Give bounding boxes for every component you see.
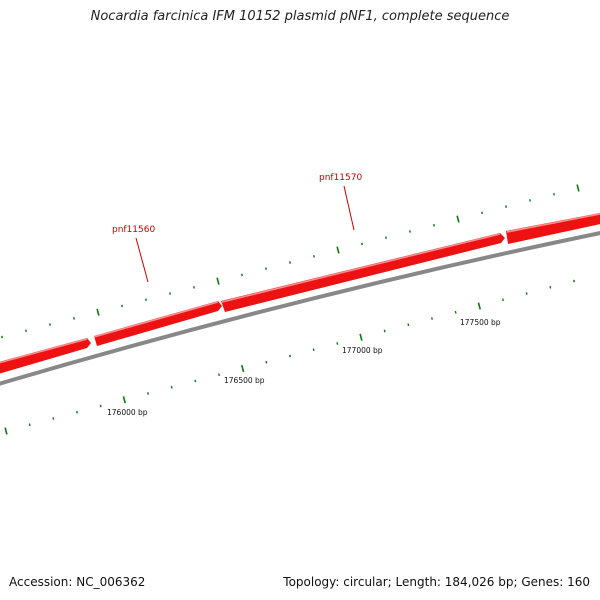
minor-tick	[361, 242, 363, 246]
minor-tick	[385, 236, 387, 240]
minor-tick	[145, 298, 147, 302]
minor-tick	[28, 423, 31, 427]
gene-label-pnf11560: pnf11560	[112, 225, 155, 235]
minor-tick	[549, 285, 552, 289]
gene-arrow	[0, 338, 91, 374]
minor-tick	[433, 223, 435, 227]
minor-tick	[52, 417, 55, 420]
major-tick	[576, 184, 580, 192]
minor-tick	[76, 410, 78, 414]
major-tick	[359, 333, 363, 341]
backbone-line	[0, 230, 600, 386]
gene-track	[0, 212, 600, 374]
minor-tick	[525, 292, 528, 295]
major-tick	[477, 302, 482, 310]
genome-stats-label: Topology: circular; Length: 184,026 bp; …	[283, 575, 590, 589]
map-title: Nocardia farcinica IFM 10152 plasmid pNF…	[90, 9, 510, 24]
minor-tick	[502, 298, 504, 302]
minor-tick	[49, 323, 51, 326]
minor-tick	[169, 292, 171, 295]
minor-tick	[25, 329, 27, 333]
gene-label-pnf11570: pnf11570	[319, 173, 362, 183]
minor-tick	[121, 304, 123, 308]
gene-arrow	[506, 212, 600, 244]
bp-labels: 176000 bp 176500 bp 177000 bp 177500 bp	[107, 318, 501, 417]
minor-tick	[529, 199, 531, 202]
minor-tick	[73, 317, 75, 320]
gene-arrow	[94, 301, 222, 346]
minor-tick	[99, 404, 102, 408]
minor-tick	[194, 379, 197, 383]
major-tick	[122, 396, 127, 404]
major-tick	[96, 308, 100, 316]
major-tick	[456, 215, 460, 223]
gene-highlight	[0, 213, 600, 364]
lower-tick-track	[4, 279, 575, 435]
minor-tick	[289, 354, 291, 358]
bp-label: 177500 bp	[460, 318, 501, 327]
gene-label-leader	[343, 185, 355, 231]
gene-labels: pnf11560 pnf11570	[112, 173, 362, 283]
minor-tick	[1, 335, 3, 339]
minor-tick	[193, 285, 195, 289]
bp-label: 176500 bp	[224, 376, 265, 385]
minor-tick	[241, 273, 243, 277]
upper-tick-track	[1, 184, 580, 339]
minor-tick	[265, 360, 268, 364]
minor-tick	[336, 342, 339, 345]
minor-tick	[431, 317, 433, 320]
bp-label: 177000 bp	[342, 346, 383, 355]
minor-tick	[313, 254, 315, 258]
minor-tick	[409, 230, 411, 233]
minor-tick	[407, 323, 410, 327]
minor-tick	[505, 205, 507, 208]
accession-label: Accession: NC_006362	[9, 575, 146, 589]
minor-tick	[312, 348, 315, 352]
minor-tick	[454, 310, 457, 314]
minor-tick	[289, 261, 291, 264]
major-tick	[216, 277, 220, 285]
minor-tick	[553, 192, 555, 196]
minor-tick	[147, 392, 149, 395]
major-tick	[4, 427, 8, 435]
minor-tick	[383, 329, 386, 333]
bp-label: 176000 bp	[107, 408, 148, 417]
gene-arrow	[221, 233, 505, 312]
minor-tick	[481, 211, 483, 215]
major-tick	[336, 246, 340, 254]
minor-tick	[265, 267, 267, 271]
major-tick	[240, 364, 245, 373]
minor-tick	[573, 279, 575, 283]
gene-label-leader	[135, 237, 149, 283]
minor-tick	[218, 373, 220, 377]
minor-tick	[170, 385, 173, 389]
